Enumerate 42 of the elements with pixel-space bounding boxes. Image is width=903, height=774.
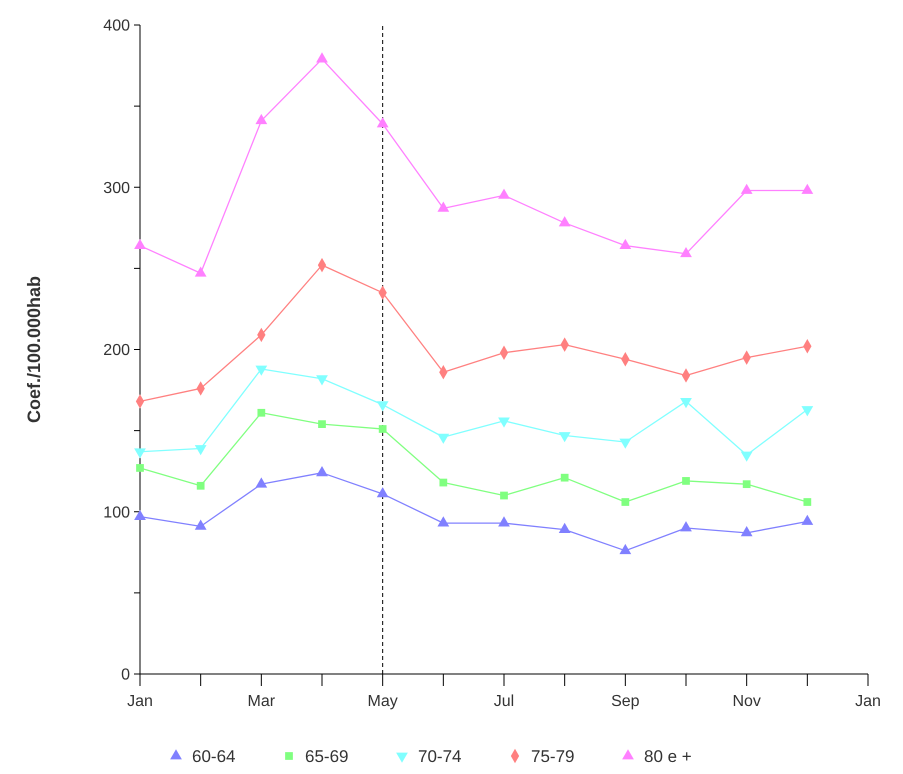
legend-label: 60-64	[192, 746, 236, 766]
point	[621, 498, 630, 506]
legend-label: 70-74	[418, 746, 462, 766]
point	[619, 238, 632, 250]
point	[437, 202, 450, 212]
point	[498, 188, 510, 199]
point	[803, 498, 812, 506]
point	[680, 246, 692, 258]
x-tick-label: Jan	[855, 693, 881, 710]
point	[257, 408, 266, 417]
point	[560, 474, 569, 482]
y-tick-label: 100	[103, 504, 130, 522]
point	[682, 477, 690, 485]
x-tick-label: Nov	[732, 693, 761, 710]
legend-label: 80 e +	[644, 746, 692, 766]
point	[134, 238, 146, 250]
y-tick-label: 200	[103, 342, 130, 360]
point	[439, 478, 448, 486]
point	[378, 425, 387, 433]
point	[740, 184, 753, 194]
point	[136, 464, 144, 472]
point	[801, 184, 814, 194]
y-tick-label: 300	[103, 180, 130, 197]
point	[558, 216, 571, 226]
legend-label: 75-79	[531, 746, 574, 766]
x-tick-label: Mar	[248, 693, 276, 710]
x-tick-label: Sep	[611, 693, 640, 710]
y-tick-label: 0	[121, 666, 130, 684]
legend-label: 65-69	[305, 746, 348, 766]
y-tick-label: 400	[103, 18, 130, 35]
point	[196, 482, 205, 490]
y-axis-title: Coef./100.000hab	[24, 276, 44, 424]
point	[376, 117, 389, 128]
point	[255, 114, 268, 124]
point	[194, 266, 207, 277]
x-tick-label: May	[368, 693, 398, 710]
point	[742, 480, 751, 488]
x-tick-label: Jul	[494, 693, 514, 710]
x-tick-label: Jan	[127, 693, 153, 710]
point	[500, 492, 508, 500]
point	[316, 52, 328, 62]
point	[318, 420, 326, 428]
